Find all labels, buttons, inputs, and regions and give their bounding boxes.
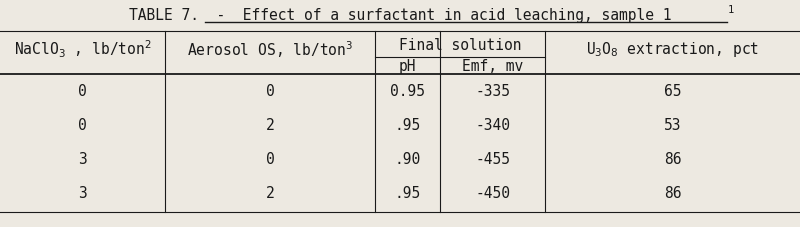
Text: .95: .95: [394, 186, 421, 201]
Text: Emf, mv: Emf, mv: [462, 59, 523, 74]
Text: TABLE 7.  -  Effect of a surfactant in acid leaching, sample 1: TABLE 7. - Effect of a surfactant in aci…: [129, 7, 671, 22]
Text: 0: 0: [266, 84, 274, 99]
Text: 1: 1: [728, 5, 734, 15]
Text: U$_3$O$_8$ extraction, pct: U$_3$O$_8$ extraction, pct: [586, 40, 759, 59]
Text: NaClO$_3$ , lb/ton$^2$: NaClO$_3$ , lb/ton$^2$: [14, 39, 151, 60]
Text: 0: 0: [78, 84, 87, 99]
Text: -450: -450: [475, 186, 510, 201]
Text: 86: 86: [664, 186, 682, 201]
Text: 65: 65: [664, 84, 682, 99]
Text: -340: -340: [475, 118, 510, 133]
Text: 2: 2: [266, 118, 274, 133]
Text: 53: 53: [664, 118, 682, 133]
Text: -455: -455: [475, 152, 510, 167]
Text: 0: 0: [266, 152, 274, 167]
Text: pH: pH: [398, 59, 416, 74]
Text: -335: -335: [475, 84, 510, 99]
Text: Final solution: Final solution: [398, 37, 522, 52]
Text: 3: 3: [78, 186, 87, 201]
Text: .95: .95: [394, 118, 421, 133]
Text: 3: 3: [78, 152, 87, 167]
Text: 0: 0: [78, 118, 87, 133]
Text: 2: 2: [266, 186, 274, 201]
Text: 86: 86: [664, 152, 682, 167]
Text: 0.95: 0.95: [390, 84, 425, 99]
Text: Aerosol OS, lb/ton$^3$: Aerosol OS, lb/ton$^3$: [187, 39, 353, 59]
Text: .90: .90: [394, 152, 421, 167]
